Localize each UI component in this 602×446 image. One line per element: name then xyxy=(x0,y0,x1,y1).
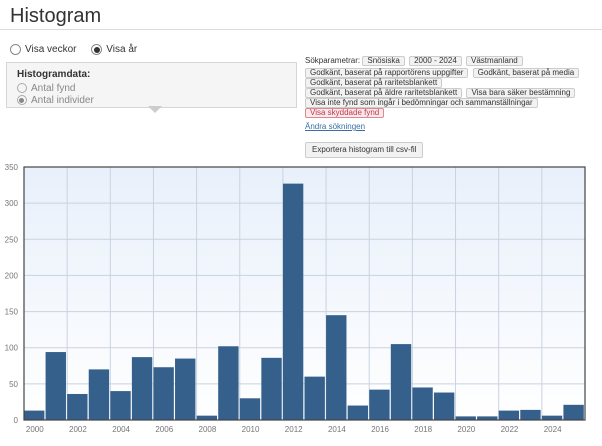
svg-text:350: 350 xyxy=(5,163,19,172)
svg-text:2002: 2002 xyxy=(69,425,87,434)
svg-text:250: 250 xyxy=(5,235,19,244)
svg-text:2022: 2022 xyxy=(501,425,519,434)
svg-text:2010: 2010 xyxy=(242,425,260,434)
svg-text:50: 50 xyxy=(9,380,18,389)
svg-text:200: 200 xyxy=(5,271,19,280)
svg-text:2004: 2004 xyxy=(112,425,130,434)
svg-text:100: 100 xyxy=(5,344,19,353)
svg-text:150: 150 xyxy=(5,308,19,317)
svg-text:2016: 2016 xyxy=(371,425,389,434)
svg-text:0: 0 xyxy=(14,416,19,425)
svg-text:2000: 2000 xyxy=(26,425,44,434)
svg-text:2008: 2008 xyxy=(199,425,217,434)
svg-text:2006: 2006 xyxy=(155,425,173,434)
svg-text:2020: 2020 xyxy=(457,425,475,434)
svg-text:2024: 2024 xyxy=(544,425,562,434)
svg-text:2018: 2018 xyxy=(414,425,432,434)
svg-text:2014: 2014 xyxy=(328,425,346,434)
svg-text:2012: 2012 xyxy=(285,425,303,434)
svg-text:300: 300 xyxy=(5,199,19,208)
